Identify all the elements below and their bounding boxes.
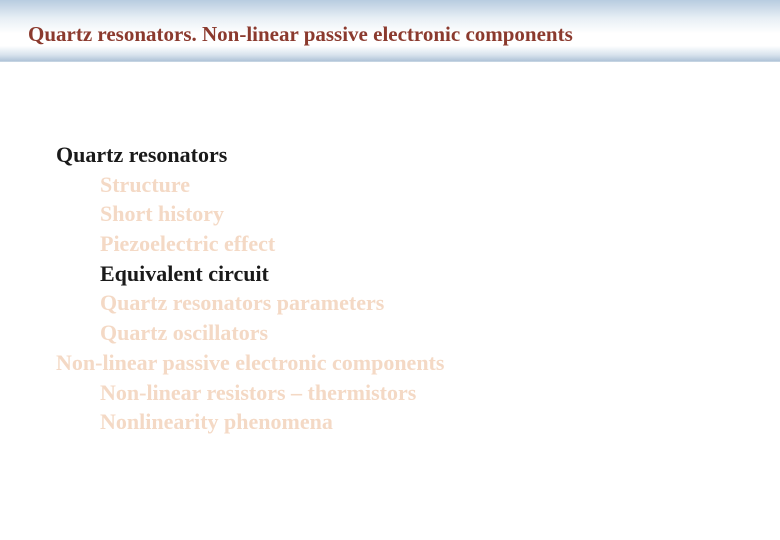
outline-item: Piezoelectric effect <box>56 229 780 259</box>
outline-item: Quartz resonators <box>56 140 780 170</box>
outline-item: Nonlinearity phenomena <box>56 407 780 437</box>
slide-title: Quartz resonators. Non-linear passive el… <box>28 22 780 47</box>
outline-item: Non-linear resistors – thermistors <box>56 378 780 408</box>
outline-item: Quartz resonators parameters <box>56 288 780 318</box>
outline-item: Equivalent circuit <box>56 259 780 289</box>
header-bar: Quartz resonators. Non-linear passive el… <box>0 0 780 62</box>
outline-content: Quartz resonators Structure Short histor… <box>0 62 780 437</box>
outline-item: Non-linear passive electronic components <box>56 348 780 378</box>
outline-item: Short history <box>56 199 780 229</box>
outline-item: Quartz oscillators <box>56 318 780 348</box>
outline-item: Structure <box>56 170 780 200</box>
